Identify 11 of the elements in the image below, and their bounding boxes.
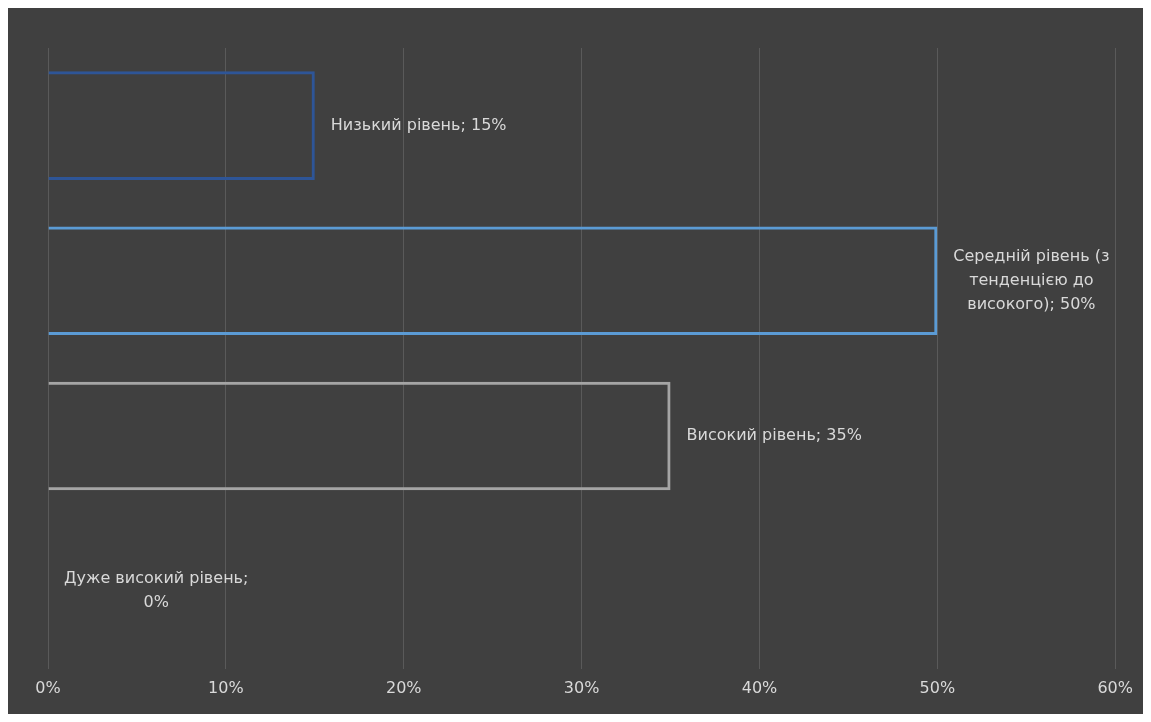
data-label: Середній рівень (з тенденцією до високого); 50%: [953, 245, 1110, 313]
x-tick-label: 60%: [1097, 677, 1133, 697]
x-tick-label: 10%: [208, 677, 244, 697]
data-label: Дуже високий рівень; 0%: [64, 568, 249, 612]
x-tick-label: 40%: [741, 677, 778, 697]
data-label: Високий рівень; 35%: [686, 425, 862, 445]
x-tick-label: 30%: [563, 677, 600, 697]
data-label: Низький рівень; 15%: [330, 114, 507, 134]
x-tick-label: 20%: [385, 677, 422, 697]
x-tick-label: 0%: [35, 677, 61, 697]
x-tick-label: 50%: [919, 677, 956, 697]
